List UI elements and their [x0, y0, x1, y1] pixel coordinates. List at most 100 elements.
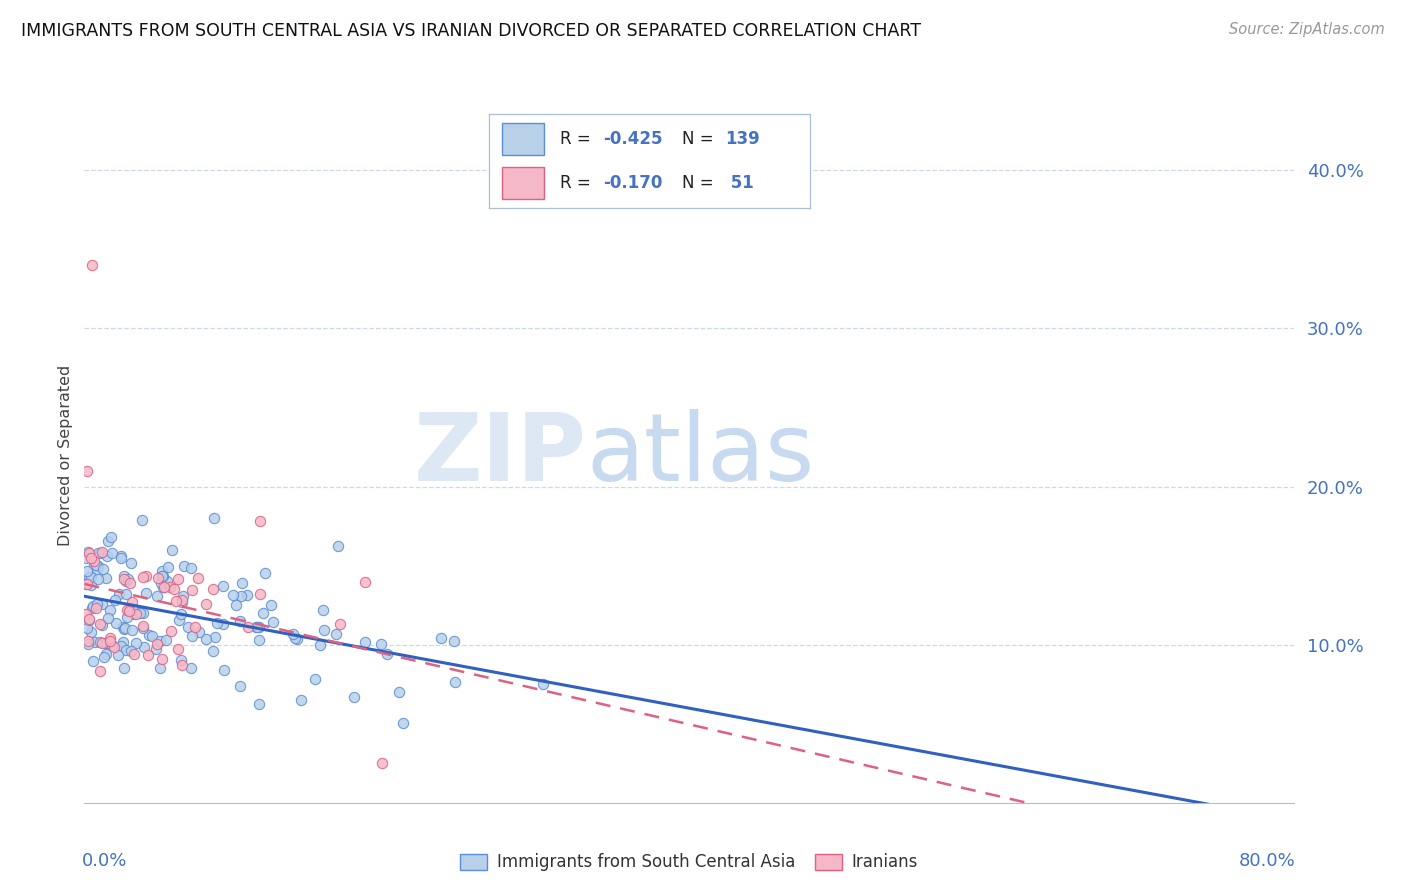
Point	[79, 614, 101, 628]
Point	[122, 648, 145, 662]
Point	[194, 597, 217, 611]
Point	[96, 549, 118, 564]
Point	[328, 539, 350, 553]
Point	[132, 606, 155, 620]
Point	[204, 630, 226, 644]
Point	[249, 587, 271, 601]
Point	[76, 576, 98, 591]
Point	[157, 560, 180, 574]
Point	[371, 756, 394, 771]
Point	[166, 642, 188, 657]
Point	[112, 661, 135, 675]
Point	[87, 572, 110, 586]
Point	[152, 569, 174, 583]
Point	[222, 588, 245, 602]
Point	[84, 635, 107, 649]
Point	[112, 569, 135, 583]
Point	[162, 582, 184, 596]
Point	[329, 617, 352, 632]
Point	[94, 647, 117, 661]
Point	[152, 580, 174, 594]
Point	[247, 619, 270, 633]
Point	[98, 602, 121, 616]
Point	[309, 638, 332, 652]
Point	[77, 545, 100, 559]
Point	[94, 571, 117, 585]
Point	[90, 545, 112, 559]
Point	[375, 647, 398, 661]
Point	[145, 637, 167, 651]
Point	[80, 578, 103, 592]
Point	[122, 607, 145, 621]
Point	[83, 554, 105, 568]
Point	[98, 633, 121, 648]
Point	[247, 697, 270, 711]
Point	[187, 570, 209, 584]
Point	[150, 569, 173, 583]
Point	[83, 558, 105, 573]
Point	[121, 595, 143, 609]
Point	[132, 621, 155, 635]
Point	[82, 599, 104, 614]
Point	[131, 513, 153, 527]
Point	[311, 603, 333, 617]
Point	[392, 715, 415, 730]
Point	[290, 692, 312, 706]
Point	[180, 661, 202, 675]
Point	[80, 258, 103, 272]
Point	[231, 575, 253, 590]
Point	[125, 636, 148, 650]
Point	[91, 618, 114, 632]
Point	[160, 624, 183, 639]
Point	[76, 637, 98, 651]
Point	[146, 570, 169, 584]
Point	[229, 589, 252, 603]
Point	[108, 587, 131, 601]
Point	[170, 653, 193, 667]
Point	[87, 546, 110, 560]
Point	[169, 613, 191, 627]
Point	[183, 620, 205, 634]
Point	[354, 634, 377, 648]
Point	[120, 644, 142, 658]
Point	[141, 629, 163, 643]
Point	[91, 562, 114, 576]
Point	[97, 611, 120, 625]
Point	[86, 597, 108, 611]
Point	[112, 572, 135, 586]
Point	[112, 623, 135, 637]
Point	[149, 576, 172, 591]
Point	[249, 514, 271, 528]
Point	[281, 627, 304, 641]
Point	[76, 564, 98, 578]
Y-axis label: Divorced or Separated: Divorced or Separated	[58, 364, 73, 546]
Point	[138, 628, 160, 642]
Point	[77, 546, 100, 560]
Point	[110, 639, 132, 653]
Point	[100, 638, 122, 652]
Point	[170, 607, 193, 621]
Point	[246, 619, 269, 633]
Text: ZIP: ZIP	[413, 409, 586, 501]
Text: 80.0%: 80.0%	[1239, 852, 1296, 870]
Point	[101, 546, 124, 560]
Point	[97, 534, 120, 549]
Point	[156, 574, 179, 589]
Point	[115, 642, 138, 657]
Point	[118, 604, 141, 618]
Point	[104, 593, 127, 607]
Point	[82, 600, 104, 615]
Point	[176, 620, 198, 634]
Point	[75, 607, 97, 621]
Legend: Immigrants from South Central Asia, Iranians: Immigrants from South Central Asia, Iran…	[453, 847, 925, 878]
Point	[110, 551, 132, 566]
Point	[111, 620, 134, 634]
Point	[80, 570, 103, 584]
Point	[91, 597, 114, 611]
Point	[77, 634, 100, 648]
Point	[89, 665, 111, 679]
Point	[145, 641, 167, 656]
Point	[115, 574, 138, 589]
Point	[173, 558, 195, 573]
Point	[229, 615, 252, 629]
